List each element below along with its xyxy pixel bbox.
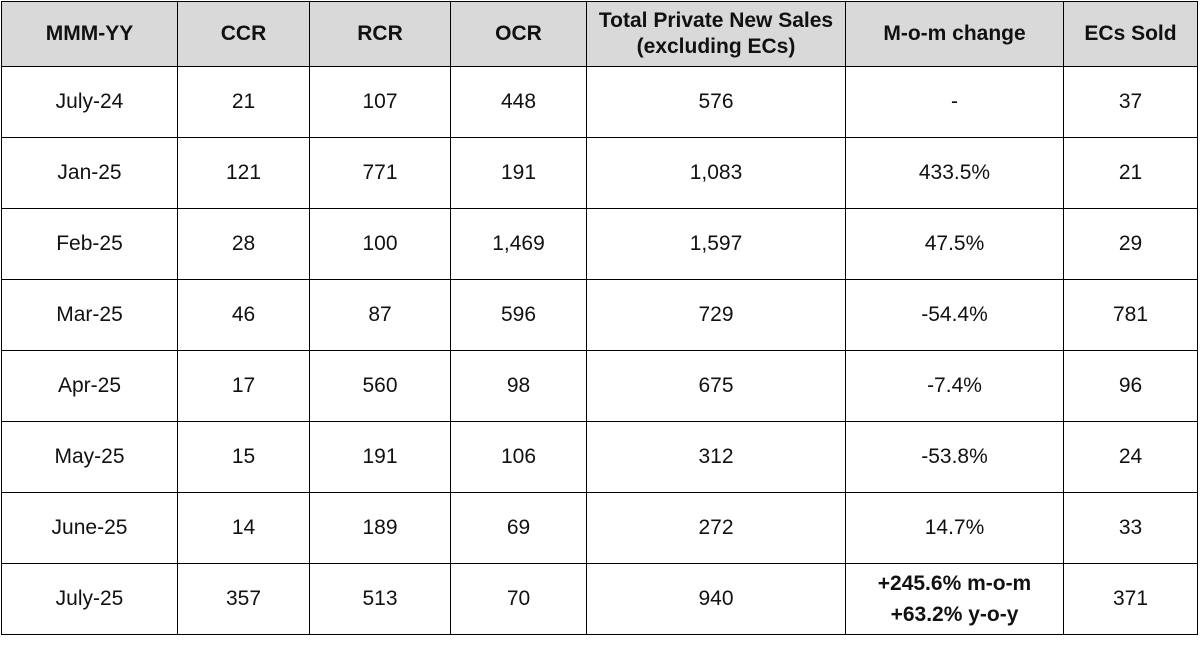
table-cell: -54.4% <box>845 279 1064 351</box>
table-cell: 47.5% <box>845 208 1064 280</box>
table-cell: 191 <box>309 421 451 493</box>
table-cell: 106 <box>450 421 587 493</box>
table-cell: 513 <box>309 563 451 635</box>
table-cell: 28 <box>177 208 310 280</box>
table-cell: 17 <box>177 350 310 422</box>
table-cell: 14 <box>177 492 310 564</box>
table-row: Jan-25 121 771 191 1,083 433.5% 21 <box>1 137 1198 209</box>
table-cell: 1,083 <box>586 137 846 209</box>
table-cell: June-25 <box>1 492 178 564</box>
table-row: July-24 21 107 448 576-37 <box>1 66 1198 138</box>
table-cell: 560 <box>309 350 451 422</box>
table-cell: 771 <box>309 137 451 209</box>
table-cell: 70 <box>450 563 587 635</box>
cell-line: +63.2% y-o-y <box>890 603 1019 626</box>
table-cell: 357 <box>177 563 310 635</box>
header-cell: MMM-YY <box>1 1 178 67</box>
table-cell: 24 <box>1063 421 1198 493</box>
cell-line: +245.6% m-o-m <box>877 571 1032 595</box>
table-cell: 729 <box>586 279 846 351</box>
header-cell: M-o-m change <box>845 1 1064 67</box>
table-cell: 98 <box>450 350 587 422</box>
table-cell: 69 <box>450 492 587 564</box>
table-cell: 781 <box>1063 279 1198 351</box>
table-cell: 940 <box>586 563 846 635</box>
table-cell: -53.8% <box>845 421 1064 493</box>
sales-table: MMM-YY CCR RCR OCR Total Private New Sales (… <box>1 1 1198 635</box>
table-cell: 46 <box>177 279 310 351</box>
table-cell: 100 <box>309 208 451 280</box>
table-cell: 29 <box>1063 208 1198 280</box>
table-cell: Apr-25 <box>1 350 178 422</box>
table-row: June-25 14 189 69 272 14.7% 33 <box>1 492 1198 564</box>
table-cell: 14.7% <box>845 492 1064 564</box>
table-cell: Jan-25 <box>1 137 178 209</box>
table-cell: 1,597 <box>586 208 846 280</box>
header-cell: ECs Sold <box>1063 1 1198 67</box>
table-cell: 272 <box>586 492 846 564</box>
table-cell: July-24 <box>1 66 178 138</box>
table-cell: -7.4% <box>845 350 1064 422</box>
table-cell: 33 <box>1063 492 1198 564</box>
table-row: Apr-25 17 560 98 675 -7.4% 96 <box>1 350 1198 422</box>
table-cell: +245.6% m-o-m +63.2% y-o-y <box>845 563 1064 635</box>
table-cell: 87 <box>309 279 451 351</box>
header-cell: CCR <box>177 1 310 67</box>
table-cell: 21 <box>1063 137 1198 209</box>
table-row: Feb-25 28 100 1,469 1,597 47.5% 29 <box>1 208 1198 280</box>
table-cell: 596 <box>450 279 587 351</box>
table-cell: 1,469 <box>450 208 587 280</box>
table-cell: 15 <box>177 421 310 493</box>
table-cell: Mar-25 <box>1 279 178 351</box>
table-cell: 96 <box>1063 350 1198 422</box>
table-cell: 371 <box>1063 563 1198 635</box>
table-cell: 121 <box>177 137 310 209</box>
header-row: MMM-YY CCR RCR OCR Total Private New Sales (… <box>1 1 1198 67</box>
table-cell: 675 <box>586 350 846 422</box>
table-row: May-25 15 191 106 312 -53.8% 24 <box>1 421 1198 493</box>
table-cell: 107 <box>309 66 451 138</box>
table-cell: July-25 <box>1 563 178 635</box>
table-cell: 189 <box>309 492 451 564</box>
table-cell: 576 <box>586 66 846 138</box>
table-cell: 37 <box>1063 66 1198 138</box>
header-cell: OCR <box>450 1 587 67</box>
table-cell: 448 <box>450 66 587 138</box>
table-cell: 433.5% <box>845 137 1064 209</box>
header-cell: Total Private New Sales (excluding ECs) <box>586 1 846 67</box>
table-cell: 191 <box>450 137 587 209</box>
table-cell: May-25 <box>1 421 178 493</box>
table-cell: 21 <box>177 66 310 138</box>
table-cell: Feb-25 <box>1 208 178 280</box>
table-row: Mar-25 46 87 596 729 -54.4% 781 <box>1 279 1198 351</box>
header-cell: RCR <box>309 1 451 67</box>
table-cell: 312 <box>586 421 846 493</box>
table-row: July-25 357 513 70 940 +245.6% m-o-m +63.2% y-… <box>1 563 1198 635</box>
table-cell: - <box>845 66 1064 138</box>
